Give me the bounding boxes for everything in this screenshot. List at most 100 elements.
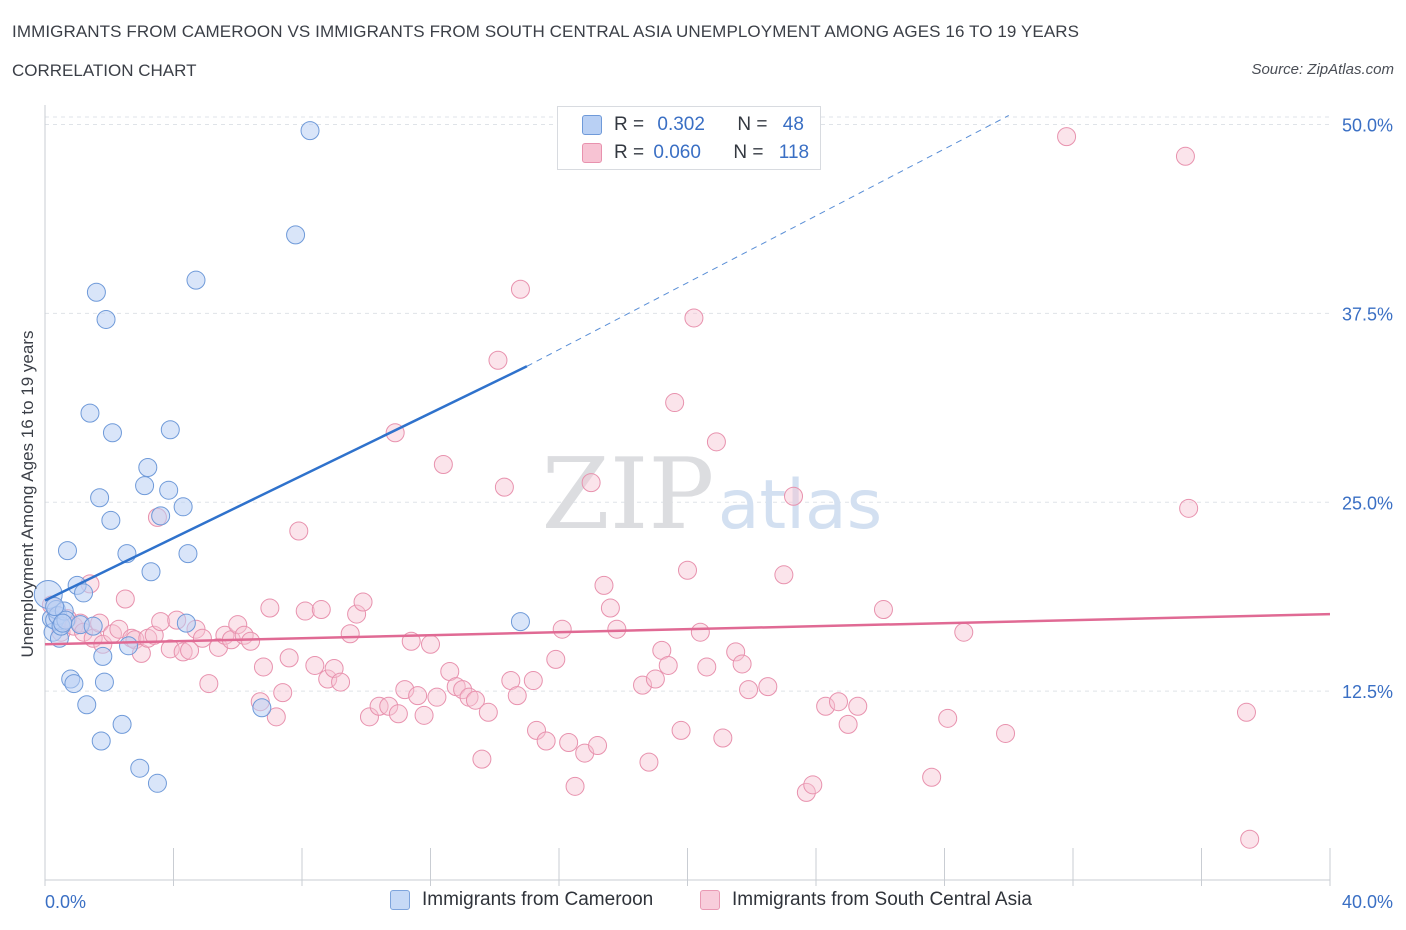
point-south-central-asia (1236, 702, 1256, 722)
trend-line-cameroon-extrapolated (526, 115, 1009, 367)
point-south-central-asia (665, 393, 685, 413)
x-tick-label-min: 0.0% (45, 892, 86, 912)
point-south-central-asia (828, 692, 848, 712)
point-south-central-asia (173, 642, 193, 662)
point-south-central-asia (796, 782, 816, 802)
point-cameroon (252, 698, 272, 718)
point-south-central-asia (1175, 146, 1195, 166)
point-cameroon (151, 506, 171, 526)
point-south-central-asia (600, 598, 620, 618)
chart-subtitle: CORRELATION CHART (12, 61, 197, 80)
point-south-central-asia (379, 696, 399, 716)
point-south-central-asia (996, 723, 1016, 743)
point-cameroon (86, 282, 106, 302)
point-south-central-asia (690, 622, 710, 642)
point-cameroon (138, 458, 158, 478)
point-cameroon (77, 695, 97, 715)
point-south-central-asia (658, 655, 678, 675)
point-south-central-asia (260, 598, 280, 618)
point-south-central-asia (774, 565, 794, 585)
point-cameroon (101, 510, 121, 530)
point-south-central-asia (726, 642, 746, 662)
point-south-central-asia (305, 655, 325, 675)
point-south-central-asia (523, 671, 543, 691)
legend-item-cameroon[interactable]: Immigrants from Cameroon (390, 889, 653, 911)
point-south-central-asia (784, 486, 804, 506)
stats-r-label: R = (614, 114, 645, 135)
point-cameroon (510, 612, 530, 632)
stats-swatch-cameroon (582, 115, 602, 135)
stats-n-label: N = (737, 114, 768, 135)
point-cameroon (64, 674, 84, 694)
point-south-central-asia (465, 690, 485, 710)
point-south-central-asia (395, 680, 415, 700)
y-tick-label: 37.5% (1342, 304, 1393, 324)
point-south-central-asia (739, 680, 759, 700)
stats-n-value: 48 (782, 114, 804, 135)
point-south-central-asia (421, 634, 440, 654)
point-south-central-asia (369, 696, 389, 716)
point-south-central-asia (1179, 498, 1199, 518)
point-south-central-asia (510, 279, 530, 299)
point-cameroon (286, 225, 306, 245)
point-cameroon (176, 613, 196, 633)
point-south-central-asia (838, 714, 858, 734)
point-south-central-asia (536, 731, 556, 751)
point-south-central-asia (848, 696, 868, 716)
gridlines (45, 116, 1330, 692)
tick-labels: 12.5% 25.0% 37.5% 50.0% 0.0% 40.0% (45, 116, 1393, 912)
point-cameroon (80, 403, 100, 423)
x-tick-label-max: 40.0% (1342, 892, 1393, 912)
point-south-central-asia (318, 669, 338, 689)
point-south-central-asia (359, 707, 379, 727)
point-south-central-asia (581, 473, 601, 493)
point-cameroon (102, 423, 122, 443)
point-south-central-asia (645, 669, 665, 689)
point-south-central-asia (414, 705, 434, 725)
point-south-central-asia (873, 600, 893, 620)
legend-swatch-cameroon (390, 890, 410, 910)
point-south-central-asia (192, 628, 212, 648)
point-south-central-asia (633, 675, 653, 695)
point-south-central-asia (151, 612, 171, 632)
legend-label-south-central-asia: Immigrants from South Central Asia (732, 889, 1032, 910)
point-south-central-asia (607, 619, 627, 639)
point-cameroon (74, 583, 94, 603)
point-south-central-asia (706, 432, 726, 452)
point-south-central-asia (115, 589, 135, 609)
point-south-central-asia (295, 601, 315, 621)
point-cameroon (186, 270, 206, 290)
point-cameroon (96, 309, 116, 329)
point-south-central-asia (697, 657, 717, 677)
point-south-central-asia (758, 677, 778, 697)
point-cameroon (119, 636, 139, 656)
point-south-central-asia (922, 767, 942, 787)
correlation-stats-box: R = 0.302 N = 48 R = 0.060 N = 118 (557, 106, 821, 170)
point-south-central-asia (433, 455, 453, 475)
point-cameroon (173, 497, 193, 517)
point-south-central-asia (388, 704, 408, 724)
point-south-central-asia (408, 686, 428, 706)
stats-r-value: 0.060 (653, 142, 701, 163)
point-cameroon (57, 541, 77, 561)
stats-n-label: N = (733, 142, 764, 163)
point-cameroon (141, 562, 161, 582)
point-cameroon (178, 544, 198, 564)
point-south-central-asia (954, 622, 974, 642)
y-tick-label: 50.0% (1342, 116, 1393, 136)
point-south-central-asia (311, 600, 331, 620)
point-south-central-asia (565, 776, 585, 796)
point-cameroon (90, 488, 110, 508)
stats-row-south-central-asia: R = 0.060 N = 118 (582, 139, 809, 167)
point-cameroon (130, 758, 150, 778)
legend-item-south-central-asia[interactable]: Immigrants from South Central Asia (700, 889, 1032, 911)
legend-label-cameroon: Immigrants from Cameroon (422, 889, 654, 910)
chart-title: IMMIGRANTS FROM CAMEROON VS IMMIGRANTS F… (12, 22, 1080, 41)
point-south-central-asia (472, 749, 492, 769)
watermark-atlas: atlas (718, 466, 882, 545)
point-south-central-asia (427, 687, 447, 707)
point-south-central-asia (938, 708, 958, 728)
watermark: ZIP atlas (542, 438, 883, 552)
point-south-central-asia (732, 654, 752, 674)
